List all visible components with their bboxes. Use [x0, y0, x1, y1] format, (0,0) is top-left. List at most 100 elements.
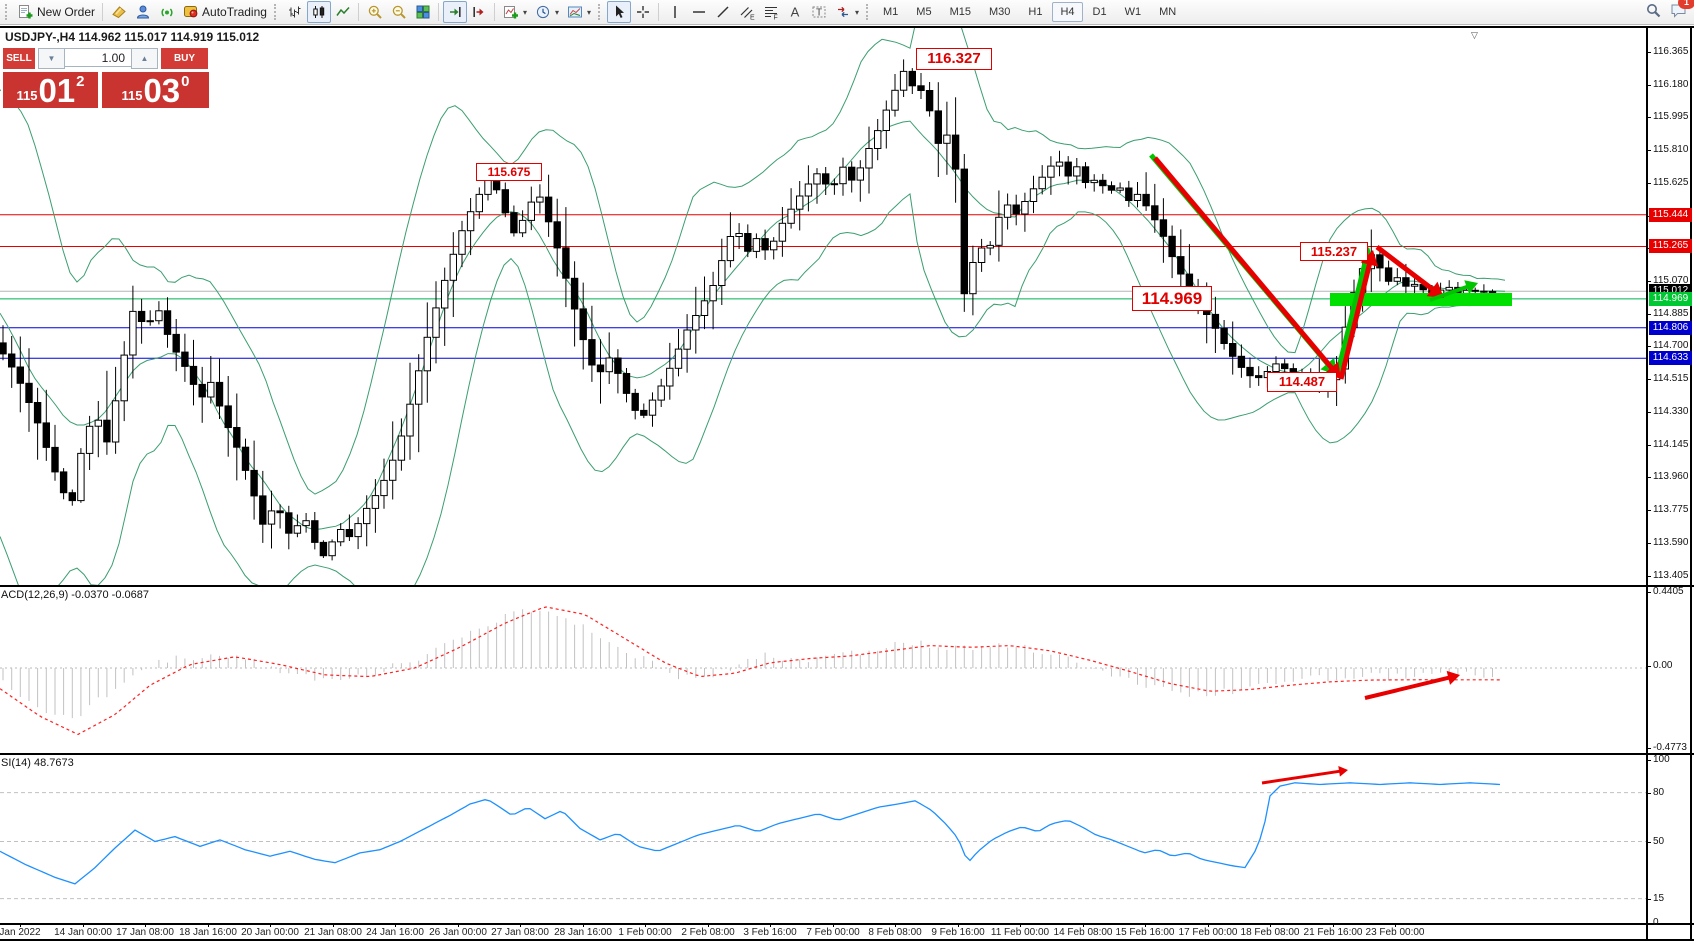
timeframe-button-w1[interactable]: W1 [1124, 6, 1142, 18]
candle-body [406, 403, 414, 437]
timeframe-button-m1[interactable]: M1 [883, 6, 899, 18]
timeframe-button-m30[interactable]: M30 [988, 6, 1011, 18]
time-axis-tickmark [270, 923, 271, 927]
cursor-button[interactable] [607, 1, 631, 23]
crosshair-button[interactable] [631, 1, 655, 23]
price-axis-tickmark [1646, 314, 1651, 315]
auto-scroll-button[interactable] [442, 1, 467, 23]
candle-body [198, 383, 206, 398]
signals-button[interactable] [155, 1, 179, 23]
fibonacci-button[interactable]: F [759, 1, 783, 23]
templates-button[interactable]: ▾ [563, 1, 595, 23]
candle-body [925, 90, 934, 112]
annotation-price-label[interactable]: 115.237 [1300, 242, 1368, 261]
tile-windows-icon [415, 4, 431, 20]
arrows-tool-button[interactable]: ▾ [831, 1, 863, 23]
time-axis-tickmark [583, 923, 584, 927]
search-icon[interactable] [1645, 2, 1662, 22]
candle-body [1168, 235, 1176, 258]
time-axis-separator [0, 923, 1694, 925]
volume-down-button[interactable]: ▼ [38, 48, 65, 69]
candle-body [1211, 313, 1220, 329]
tile-windows-button[interactable] [411, 1, 435, 23]
zoom-in-button[interactable] [363, 1, 387, 23]
zoom-out-button[interactable] [387, 1, 411, 23]
candle-body [761, 238, 769, 251]
time-axis-label: 18 Feb 08:00 [1240, 927, 1300, 938]
candle-body [770, 240, 778, 251]
macd-separator[interactable] [0, 585, 1694, 587]
buy-price-display[interactable]: 115 03 0 [102, 72, 209, 108]
candle-body [267, 510, 276, 525]
candle-body [1272, 363, 1280, 372]
svg-text:A: A [791, 5, 800, 20]
volume-input[interactable]: 1.00 [65, 48, 131, 67]
sell-price-display[interactable]: 115 01 2 [3, 72, 98, 108]
equidistant-channel-button[interactable]: E [735, 1, 759, 23]
annotation-price-label[interactable]: 114.487 [1267, 372, 1337, 392]
indicators-button[interactable]: ▾ [499, 1, 531, 23]
periods-button[interactable]: ▾ [531, 1, 563, 23]
volume-up-button[interactable]: ▲ [131, 48, 158, 69]
price-axis-tickmark [1646, 346, 1651, 347]
metaeditor-button[interactable] [107, 1, 131, 23]
spinner-down-icon: ▼ [47, 54, 56, 63]
time-axis-label: 21 Feb 16:00 [1303, 927, 1363, 938]
price-axis-tick: 115.625 [1653, 177, 1689, 188]
price-axis-tickmark [1646, 576, 1651, 577]
trend-arrow [1364, 675, 1450, 700]
autotrading-button[interactable]: AutoTrading [179, 1, 271, 23]
candle-body [241, 446, 250, 471]
macd-axis-tickmark [1646, 748, 1651, 749]
vertical-line-button[interactable] [663, 1, 687, 23]
chart-shift-button[interactable] [467, 1, 491, 23]
new-order-button[interactable]: New Order [14, 1, 99, 23]
text-label-button[interactable]: T [807, 1, 831, 23]
annotation-price-label[interactable]: 114.969 [1132, 286, 1212, 311]
rsi-separator[interactable] [0, 753, 1694, 755]
time-axis-tickmark [145, 923, 146, 927]
line-chart-button[interactable] [331, 1, 355, 23]
timeframe-button-h4[interactable]: H4 [1052, 2, 1083, 22]
main-chart[interactable] [0, 28, 1646, 585]
candle-body [389, 459, 397, 481]
trend-arrow-head [1464, 280, 1478, 294]
timeframe-button-h1[interactable]: H1 [1028, 6, 1043, 18]
timeframe-button-d1[interactable]: D1 [1092, 6, 1107, 18]
candle-body [848, 166, 856, 181]
price-axis-tick: 114.330 [1653, 406, 1689, 417]
price-axis-tick: 115.070 [1653, 275, 1689, 286]
candle-body [59, 471, 68, 494]
candle-body [42, 422, 50, 448]
candle-body [1081, 166, 1090, 184]
separator [437, 3, 440, 21]
support-zone-highlight [1330, 293, 1512, 306]
horizontal-line-button[interactable] [687, 1, 711, 23]
price-axis-tickmark [1646, 248, 1651, 249]
sell-button[interactable]: SELL [3, 48, 35, 69]
dropdown-caret: ▾ [522, 7, 527, 17]
candlestick-chart-button[interactable] [306, 1, 331, 23]
community-button[interactable] [131, 1, 155, 23]
buy-price-prefix: 115 [121, 88, 143, 103]
fibonacci-icon: F [763, 4, 779, 20]
price-axis-tickmark [1646, 52, 1651, 53]
time-axis-label: 18 Jan 16:00 [179, 927, 237, 938]
time-axis-label: 26 Jan 00:00 [429, 927, 487, 938]
candle-body [891, 89, 899, 111]
text-button[interactable]: A [783, 1, 807, 23]
rsi-panel[interactable] [0, 755, 1646, 923]
timeframe-button-mn[interactable]: MN [1159, 6, 1177, 18]
timeframe-button-m15[interactable]: M15 [949, 6, 971, 18]
bar-chart-button[interactable] [283, 1, 307, 23]
macd-panel[interactable] [0, 587, 1646, 753]
annotation-price-label[interactable]: 116.327 [916, 48, 992, 70]
trendline-button[interactable] [711, 1, 735, 23]
indicators-icon [503, 4, 519, 20]
timeframe-button-m5[interactable]: M5 [916, 6, 932, 18]
trend-arrow [1375, 245, 1435, 292]
chat-button[interactable]: 1 [1670, 0, 1694, 22]
trend-arrow [1261, 769, 1341, 785]
buy-button[interactable]: BUY [161, 48, 208, 69]
annotation-price-label[interactable]: 115.675 [476, 163, 542, 181]
